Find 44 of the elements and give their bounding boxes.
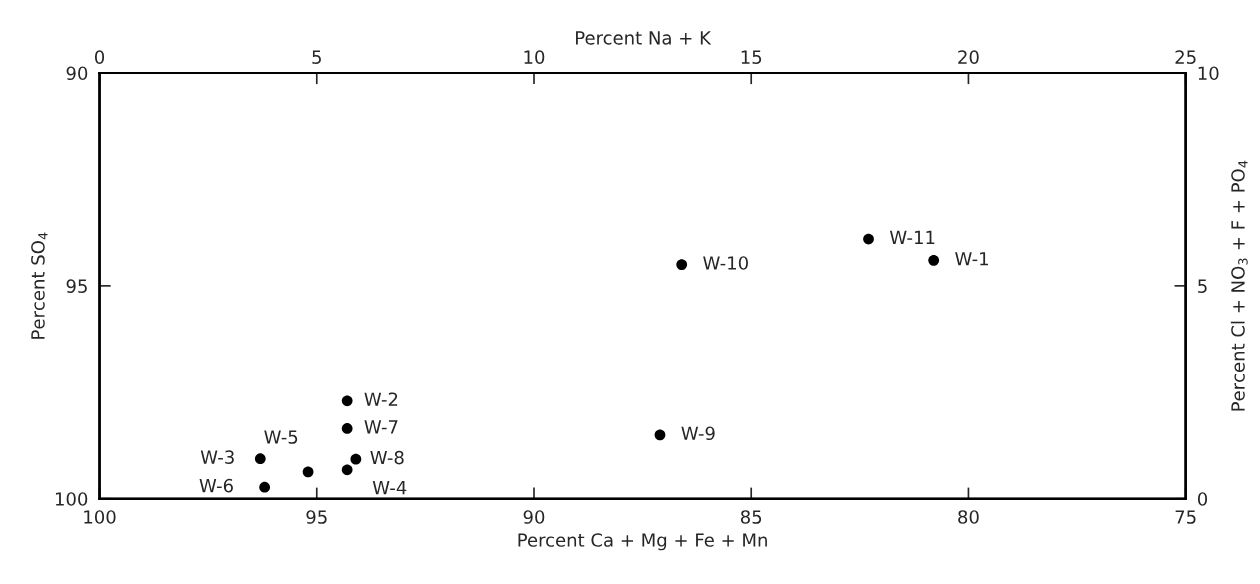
point (341, 464, 353, 476)
annotation: W-4 (372, 481, 407, 495)
x-tick-label: 75 (1175, 510, 1196, 524)
x-tick-label: 85 (740, 510, 762, 524)
x2-axis-title: Percent Na + K (576, 31, 712, 45)
x-tick-label: 80 (958, 510, 979, 524)
annotation: W-6 (199, 478, 233, 493)
x-tick-label: 95 (306, 510, 327, 524)
point (341, 423, 353, 434)
annotation: W-11 (889, 230, 935, 245)
annotation: W-10 (703, 256, 748, 270)
annotation: W-5 (264, 430, 298, 444)
x2-tick-label: 5 (312, 50, 321, 64)
annotation: W-2 (364, 392, 398, 406)
y-tick-label: 90 (66, 66, 88, 81)
y2-tick-label: 10 (1198, 66, 1219, 81)
y-tick-label: 95 (66, 279, 87, 293)
x-tick-label: 100 (84, 510, 116, 524)
annotation: W-1 (955, 252, 988, 266)
x2-tick-label: 25 (1175, 50, 1196, 64)
point (863, 233, 874, 245)
x-axis-title: Percent Ca + Mg + Fe + Mn (518, 533, 767, 551)
point (341, 395, 353, 407)
point (259, 481, 271, 493)
annotation: W-7 (364, 420, 398, 434)
y2-tick-label: 5 (1198, 279, 1207, 293)
x2-tick-label: 0 (94, 50, 105, 64)
annotation: W-9 (681, 426, 715, 441)
x-tick-label: 90 (523, 510, 545, 524)
point (350, 453, 362, 465)
point (928, 254, 940, 266)
y2-axis-title: Percent Cl + NO$_{3}$ + F + PO$_{4}$ (1230, 160, 1248, 411)
point (654, 429, 666, 441)
y2-tick-label: 0 (1197, 492, 1208, 506)
point (302, 466, 314, 478)
annotation: W-3 (200, 450, 234, 464)
point (254, 453, 266, 465)
x2-tick-label: 20 (958, 50, 979, 64)
x2-tick-label: 15 (741, 50, 762, 64)
y-axis-title: Percent SO$_{4}$ (31, 232, 48, 339)
annotation: W-8 (370, 450, 404, 465)
point (676, 259, 688, 270)
y-tick-label: 100 (55, 492, 88, 506)
x2-tick-label: 10 (524, 50, 545, 64)
